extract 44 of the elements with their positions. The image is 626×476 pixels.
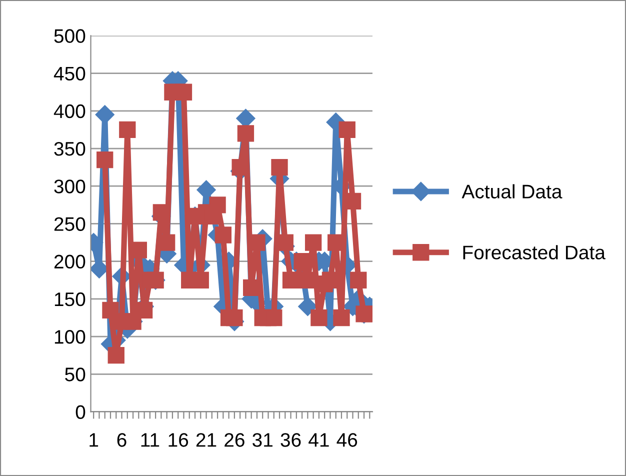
point bbox=[271, 158, 288, 176]
point bbox=[266, 309, 282, 326]
x-tick-label: 36 bbox=[280, 433, 301, 447]
y-tick-label: 400 bbox=[54, 104, 86, 118]
point bbox=[338, 121, 356, 138]
x-tick-label: 16 bbox=[168, 433, 188, 447]
point bbox=[192, 272, 209, 288]
x-tick-label: 21 bbox=[196, 433, 216, 447]
y-tick-label: 0 bbox=[76, 405, 86, 419]
point bbox=[226, 309, 243, 326]
point bbox=[108, 347, 124, 364]
y-tick-label: 350 bbox=[54, 142, 86, 156]
y-tick-label: 300 bbox=[54, 180, 86, 194]
point bbox=[237, 125, 254, 142]
x-tick-label: 41 bbox=[308, 433, 329, 447]
point bbox=[119, 121, 136, 138]
y-tick-label: 200 bbox=[54, 254, 86, 269]
legend-label: Forecasted Data bbox=[463, 245, 606, 260]
legend-label: Actual Data bbox=[462, 184, 562, 198]
x-tick-label: 31 bbox=[252, 433, 272, 447]
point bbox=[310, 309, 328, 326]
point bbox=[243, 279, 260, 296]
x-tick-label: 6 bbox=[117, 433, 126, 447]
x-tick-label: 26 bbox=[224, 433, 244, 447]
point bbox=[298, 296, 318, 316]
point bbox=[96, 151, 114, 168]
y-tick-label: 150 bbox=[54, 292, 86, 306]
point bbox=[175, 84, 192, 100]
point bbox=[304, 234, 322, 251]
y-tick-label: 250 bbox=[54, 217, 86, 231]
y-tick-label: 100 bbox=[54, 330, 86, 344]
point bbox=[333, 309, 350, 326]
point bbox=[214, 226, 232, 244]
point bbox=[102, 302, 119, 319]
x-tick-label: 1 bbox=[90, 433, 98, 447]
y-tick-label: 50 bbox=[65, 368, 86, 382]
x-tick-label: 46 bbox=[336, 433, 358, 447]
point bbox=[350, 272, 367, 288]
y-tick-label: 450 bbox=[54, 66, 86, 81]
point bbox=[294, 252, 310, 270]
point bbox=[209, 196, 226, 214]
x-tick-label: 11 bbox=[141, 433, 160, 447]
point bbox=[136, 302, 153, 319]
y-tick-label: 500 bbox=[54, 29, 86, 43]
